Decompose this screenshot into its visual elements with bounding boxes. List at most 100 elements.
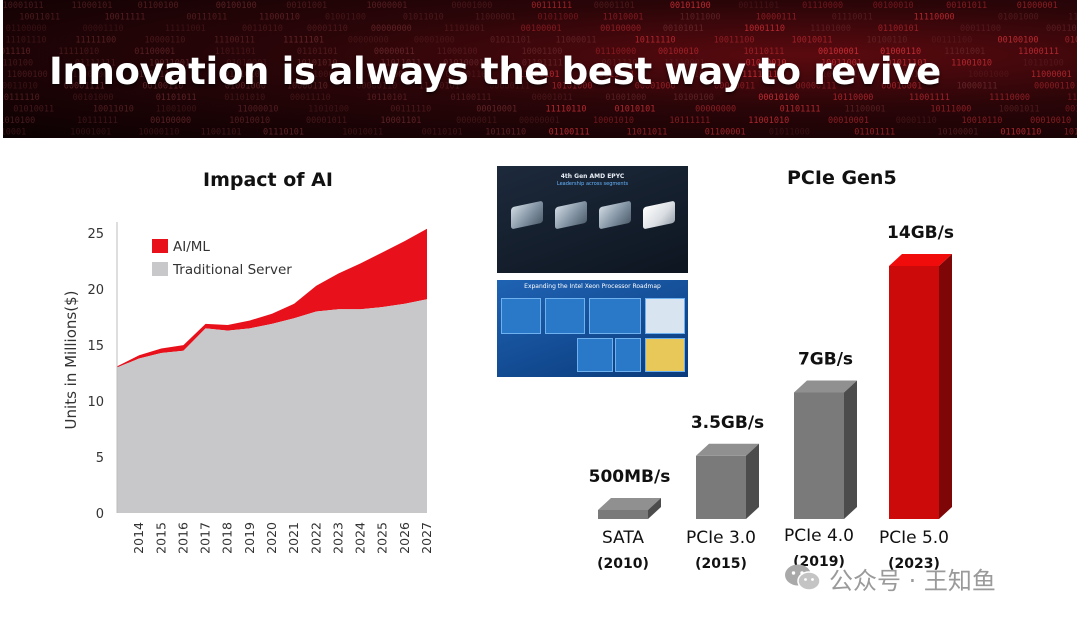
binary-digits: 11000110	[259, 13, 300, 23]
binary-digits: 10000110	[144, 36, 185, 46]
binary-digits: 11001101	[201, 128, 242, 138]
binary-digits: 00000111	[795, 82, 836, 92]
binary-digits: 10110000	[832, 93, 873, 103]
bar-year-label: (2023)	[888, 556, 940, 572]
binary-digits: 01110000	[595, 47, 636, 57]
binary-digits: 11010100	[3, 116, 35, 126]
binary-digits: 10110110	[485, 128, 526, 138]
binary-digits: 10001011	[999, 105, 1040, 115]
bar-chart-title: PCIe Gen5	[787, 167, 897, 189]
binary-digits: 10001110	[744, 24, 785, 34]
binary-digits: 11111001	[165, 24, 206, 34]
bar-top	[794, 380, 857, 393]
binary-digits: 00100110	[142, 82, 183, 92]
binary-digits: 01110101	[263, 128, 304, 138]
binary-digits: 11101111	[139, 70, 180, 80]
binary-digits: 00100001	[521, 24, 562, 34]
binary-digits: 10000001	[366, 1, 407, 11]
binary-digits: 01101001	[367, 70, 408, 80]
binary-digits: 01011010	[403, 13, 444, 23]
binary-digits: 00111110	[390, 105, 431, 115]
binary-digits: 11110101	[419, 82, 460, 92]
header-banner: 10001011 11000101 01100100 00100100 00101001…	[3, 0, 1077, 138]
binary-digits: 10010011	[342, 128, 383, 138]
binary-digits: 11000011	[556, 36, 597, 46]
x-tick-label: 2019	[242, 522, 257, 554]
xeon-tile	[615, 338, 641, 372]
binary-digits: 11010001	[3, 128, 26, 138]
binary-digits: 11001000	[156, 105, 197, 115]
x-tick-label: 2021	[286, 522, 301, 554]
x-tick-label: 2020	[264, 522, 279, 554]
binary-digits: 00111101	[738, 1, 779, 11]
binary-digits: 10010011	[792, 36, 833, 46]
binary-digits: 00001011	[306, 116, 347, 126]
binary-digits: 10010010	[229, 116, 270, 126]
binary-digits: 00111111	[531, 1, 572, 11]
binary-code-background: 10001011 11000101 01100100 00100100 00101001…	[3, 1, 1077, 138]
binary-digits: 00010100	[758, 93, 799, 103]
area-series-ai-ml	[117, 228, 427, 368]
binary-digits: 00000011	[374, 47, 415, 57]
binary-digits: 00001110	[83, 24, 124, 34]
binary-digits: 11111010	[58, 47, 99, 57]
bar-side	[939, 254, 952, 519]
binary-digits: 01010001	[226, 59, 267, 69]
binary-digits: 01001000	[225, 82, 266, 92]
binary-digits: 11010001	[603, 13, 644, 23]
binary-digits: 10011010	[93, 105, 134, 115]
binary-digits: 11011011	[626, 128, 667, 138]
bar-category-label: SATA	[602, 528, 644, 548]
binary-digits: 10000110	[138, 128, 179, 138]
binary-digits: 10010110	[898, 70, 939, 80]
binary-digits: 10110101	[366, 93, 407, 103]
bar-top	[889, 254, 952, 266]
x-tick-label: 2018	[220, 522, 235, 554]
xeon-tile	[501, 298, 541, 334]
binary-digits: 10111110	[3, 93, 40, 103]
binary-digits: 01100101	[878, 24, 919, 34]
y-axis-label: Units in Millions($)	[62, 291, 80, 430]
binary-digits: 10011111	[104, 13, 145, 23]
binary-digits: 11001010	[748, 116, 789, 126]
binary-digits: 00000110	[356, 82, 397, 92]
binary-digits: 00001101	[594, 1, 635, 11]
binary-digits: 01010101	[614, 105, 655, 115]
binary-digits: 10110110	[1064, 128, 1077, 138]
binary-digits: 00011110	[290, 93, 331, 103]
binary-digits: 11000101	[71, 1, 112, 11]
binary-digits: 11000001	[1031, 70, 1072, 80]
binary-digits: 01010011	[13, 105, 54, 115]
binary-digits: 00000000	[695, 105, 736, 115]
binary-digits: 10001011	[3, 1, 44, 11]
y-tick-label: 25	[87, 227, 104, 242]
binary-digits: 11001111	[909, 93, 950, 103]
bar-year-label: (2010)	[597, 556, 649, 572]
xeon-tile	[645, 338, 685, 372]
bar-year-label: (2019)	[793, 554, 845, 570]
binary-digits: 01011101	[490, 36, 531, 46]
xeon-tile	[545, 298, 585, 334]
bar-category-label: PCIe 3.0	[686, 528, 756, 548]
binary-digits: 00000110	[1034, 82, 1075, 92]
binary-digits: 01100111	[451, 93, 492, 103]
binary-digits: 00110101	[422, 128, 463, 138]
binary-digits: 10000110	[287, 82, 328, 92]
binary-digits: 00011100	[960, 24, 1001, 34]
binary-digits: 10011010	[3, 82, 38, 92]
binary-digits: 00101001	[286, 1, 327, 11]
binary-digits: 00100000	[150, 116, 191, 126]
binary-digits: 10011101	[594, 70, 635, 80]
binary-digits: 10101010	[297, 59, 338, 69]
binary-digits: 00111100	[931, 36, 972, 46]
binary-digits: 11100111	[214, 36, 255, 46]
binary-digits: 00000011	[714, 82, 755, 92]
binary-digits: 01011000	[538, 13, 579, 23]
x-tick-label: 2027	[419, 522, 434, 554]
epyc-thumbnail-title: 4th Gen AMD EPYC	[560, 173, 625, 180]
binary-digits: 00010110	[445, 70, 486, 80]
binary-digits: 00001111	[64, 82, 105, 92]
binary-digits: 10000111	[957, 82, 998, 92]
